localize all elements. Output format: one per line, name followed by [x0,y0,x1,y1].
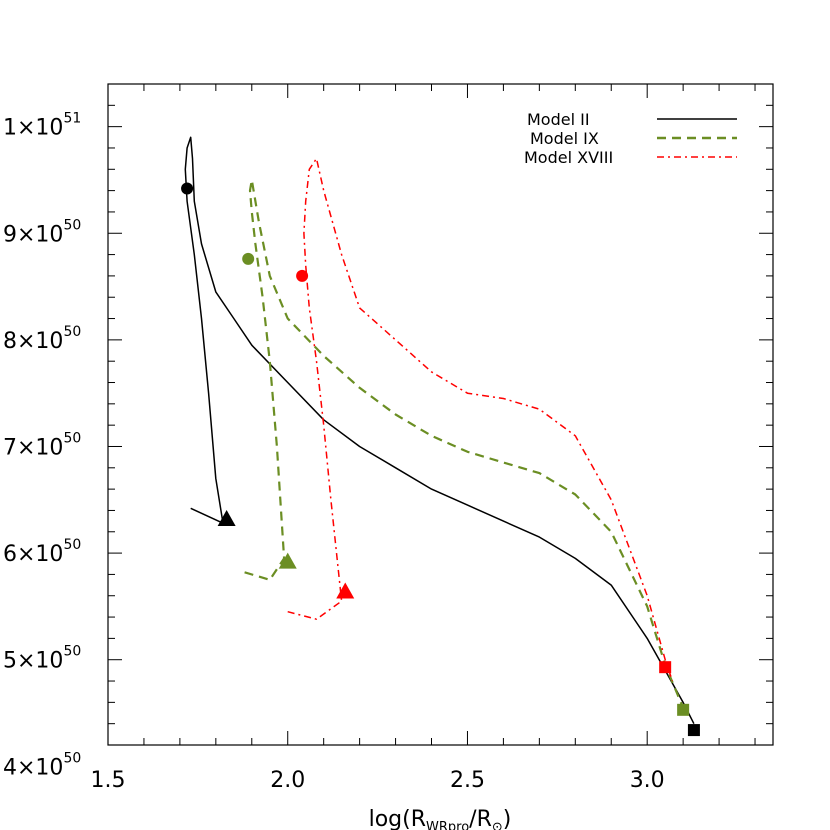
marker-circle-1 [181,182,194,195]
marker-square-3 [659,661,672,674]
marker-triangle-2 [278,552,297,569]
marker-circle-2 [242,252,255,265]
marker-triangle-3 [336,582,355,599]
marker-layer [181,182,700,737]
x-axis-label: log(RWRpro/R⊙) [369,807,512,830]
x-tick-label: 1.5 [91,768,126,793]
y-tick-label: 8×1050 [3,324,81,354]
marker-square-2 [677,703,690,716]
series-layer [184,136,695,725]
legend-label-3: Model XVIII [524,148,613,167]
marker-square-1 [687,724,700,737]
series-line-1 [184,136,695,725]
x-tick-label: 2.5 [450,768,485,793]
x-tick-labels: 1.5 2.0 2.5 3.0 [91,768,665,793]
legend-label-2: Model IX [530,129,599,148]
plot-frame [107,83,774,746]
marker-triangle-1 [217,509,236,526]
series-line-2 [244,178,685,709]
y-tick-labels: 4×1050 5×1050 6×1050 7×1050 8×1050 9×1050 1×10… [3,111,81,781]
x-tick-label: 2.0 [270,768,305,793]
y-tick-label: 7×1050 [3,430,81,460]
y-tick-label: 5×1050 [3,644,81,674]
y-tick-label: 4×1050 [3,750,81,780]
y-tick-label: 1×1051 [3,111,81,141]
x-tick-label: 3.0 [630,768,665,793]
legend-label-1: Model II [527,110,590,129]
y-tick-label: 9×1050 [3,217,81,247]
series-line-3 [287,157,674,682]
y-tick-label: 6×1050 [3,537,81,567]
marker-circle-3 [296,269,309,282]
